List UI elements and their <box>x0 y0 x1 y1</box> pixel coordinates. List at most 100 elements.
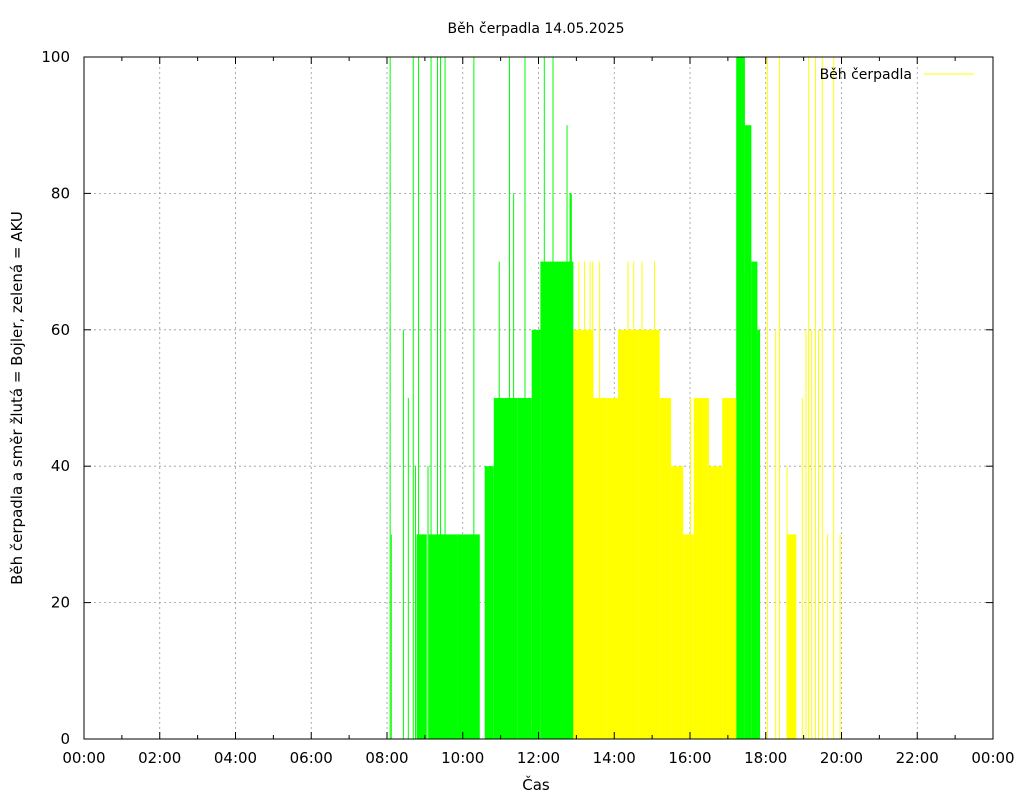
aku-bar <box>555 398 557 739</box>
bojler-bar <box>633 261 635 739</box>
y-tick-label: 60 <box>51 321 70 339</box>
y-tick-label: 80 <box>51 184 70 202</box>
aku-bar <box>415 466 417 739</box>
bojler-bar <box>627 261 629 739</box>
bojler-bar <box>827 534 829 739</box>
bojler-bar <box>792 534 794 739</box>
aku-bar <box>442 534 444 739</box>
aku-block <box>569 193 572 739</box>
bojler-bar <box>833 57 835 739</box>
bojler-block <box>671 466 684 739</box>
aku-bar <box>407 398 409 739</box>
x-tick-label: 04:00 <box>214 749 257 767</box>
bojler-bar <box>839 534 841 739</box>
bojler-bar <box>811 329 813 739</box>
aku-block <box>751 261 758 739</box>
x-tick-label: 00:00 <box>971 749 1014 767</box>
bojler-bar <box>766 57 768 739</box>
bojler-block <box>659 398 672 739</box>
x-tick-label: 08:00 <box>365 749 408 767</box>
chart-title: Běh čerpadla 14.05.2025 <box>447 21 624 37</box>
bojler-bar <box>578 261 580 739</box>
aku-bar <box>436 57 438 739</box>
x-tick-label: 14:00 <box>593 749 636 767</box>
bojler-block <box>722 398 737 739</box>
bojler-bar <box>589 261 591 739</box>
bojler-bar <box>668 398 670 739</box>
x-tick-label: 02:00 <box>138 749 181 767</box>
bojler-bar <box>821 57 823 739</box>
aku-bar <box>412 57 414 739</box>
bojler-bar <box>795 534 797 739</box>
bojler-bar <box>599 261 601 739</box>
aku-bar <box>427 466 429 739</box>
legend: Běh čerpadla <box>820 67 974 83</box>
aku-bar <box>389 57 391 739</box>
bojler-bar <box>583 261 585 739</box>
bojler-bar <box>801 398 803 739</box>
aku-bar <box>473 57 475 739</box>
bojler-block <box>708 466 723 739</box>
x-tick-label: 10:00 <box>441 749 484 767</box>
aku-bar <box>543 57 545 739</box>
x-tick-label: 12:00 <box>517 749 560 767</box>
bojler-bar <box>690 398 691 739</box>
aku-block <box>531 329 541 739</box>
x-tick-label: 20:00 <box>820 749 863 767</box>
aku-bar <box>444 57 446 739</box>
bojler-block <box>693 398 709 739</box>
aku-bar <box>552 57 554 739</box>
aku-block <box>416 534 427 739</box>
aku-block <box>561 261 574 739</box>
aku-block <box>457 534 480 739</box>
bojler-bar <box>779 57 781 739</box>
y-tick-label: 20 <box>51 594 70 612</box>
tick-labels: 00:00 02:00 04:00 06:00 08:00 10:00 12:00 14:00… <box>41 48 1014 767</box>
x-tick-label: 18:00 <box>744 749 787 767</box>
aku-bar <box>402 329 404 739</box>
aku-bar <box>498 261 500 739</box>
aku-bar <box>418 57 420 739</box>
x-axis-label: Čas <box>522 775 550 794</box>
aku-bar <box>513 193 515 739</box>
aku-bar <box>508 57 510 739</box>
bojler-bar <box>641 261 643 739</box>
legend-label: Běh čerpadla <box>820 67 912 83</box>
bojler-bar <box>654 261 656 739</box>
axis-ticks <box>83 56 994 740</box>
x-tick-label: 16:00 <box>668 749 711 767</box>
aku-bar <box>440 57 442 739</box>
aku-bar <box>390 534 392 739</box>
x-tick-label: 00:00 <box>62 749 105 767</box>
aku-bar <box>524 57 526 739</box>
bojler-bar <box>775 329 777 739</box>
y-tick-label: 40 <box>51 457 70 475</box>
bojler-bar <box>814 57 816 739</box>
bojler-block <box>786 534 797 739</box>
aku-block <box>744 125 752 739</box>
bojler-bar <box>592 261 594 739</box>
aku-block <box>493 398 503 739</box>
bojler-bar <box>733 398 735 739</box>
aku-block <box>757 329 761 739</box>
bojler-bar <box>818 329 820 739</box>
aku-block <box>540 261 562 739</box>
aku-bar <box>566 125 568 739</box>
aku-block <box>736 57 745 739</box>
aku-block <box>502 398 518 739</box>
bojler-bar <box>725 398 727 739</box>
bojler-block <box>683 534 694 739</box>
y-tick-label: 0 <box>60 730 70 748</box>
aku-bar <box>430 57 432 739</box>
aku-block <box>484 466 494 739</box>
bojler-block <box>606 398 619 739</box>
x-tick-label: 06:00 <box>290 749 333 767</box>
data-bars <box>389 57 841 739</box>
y-axis-label: Běh čerpadla a směr žlutá = Bojler, zele… <box>8 211 26 585</box>
bojler-bar <box>786 466 788 739</box>
x-tick-label: 22:00 <box>896 749 939 767</box>
aku-bar <box>422 534 424 739</box>
y-tick-label: 100 <box>41 48 70 66</box>
bojler-bar <box>808 57 810 739</box>
